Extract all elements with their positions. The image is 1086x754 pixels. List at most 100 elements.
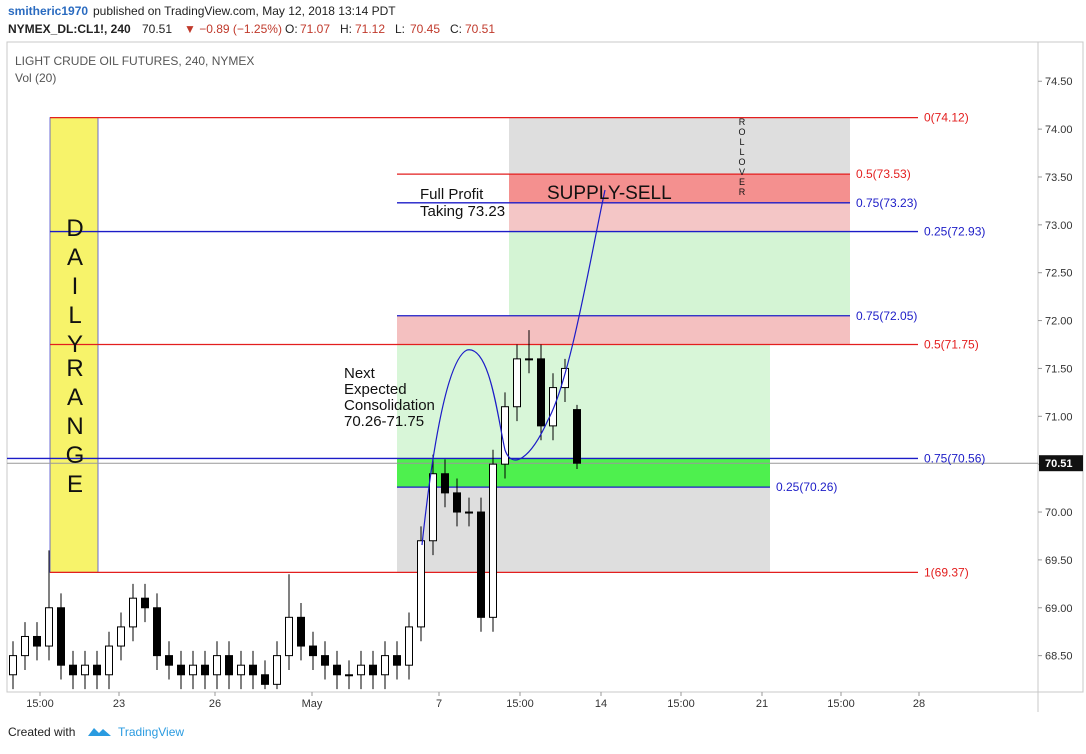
level-label: 0(74.12) [924, 111, 969, 125]
candle-body [405, 626, 413, 666]
symbol: NYMEX_DL:CL1!, 240 [8, 22, 131, 36]
y-tick-label: 71.00 [1045, 411, 1073, 423]
candle-body [213, 655, 221, 676]
projection-curve [421, 189, 606, 546]
candle-body [57, 607, 65, 666]
level-label: 0.5(71.75) [924, 338, 979, 352]
level-label: 0.75(70.56) [924, 451, 985, 465]
candle-body [105, 645, 113, 676]
candle-body [177, 664, 185, 676]
candle-body [357, 664, 365, 676]
candle-body [45, 607, 53, 647]
last-price-tag [1039, 455, 1083, 472]
ohlc-label: O: [285, 22, 298, 36]
y-tick-label: 73.50 [1045, 172, 1073, 184]
zone [509, 117, 850, 175]
candle-body [165, 655, 173, 666]
candle-body [417, 540, 425, 628]
footer-brand[interactable]: TradingView [118, 725, 184, 739]
zone [509, 202, 850, 232]
y-tick-label: 71.50 [1045, 363, 1073, 375]
candle-body [489, 463, 497, 618]
y-tick-label: 74.00 [1045, 124, 1073, 136]
levels: 0(74.12) 0.5(73.53) 0.75(73.23) 0.25(72.93)… [7, 111, 1038, 579]
candle-body [525, 358, 533, 361]
candle-body [273, 655, 281, 685]
candle-body [141, 597, 149, 609]
zone [397, 344, 770, 459]
candle-body [117, 626, 125, 647]
candle-body [381, 655, 389, 676]
y-tick-label: 72.50 [1045, 268, 1073, 280]
candle-body [225, 655, 233, 676]
ohlc-value: 71.07 [300, 22, 330, 36]
level-label: 0.25(70.26) [776, 480, 837, 494]
level-label: 0.25(72.93) [924, 225, 985, 239]
candles [9, 330, 581, 690]
y-tick-label: 69.00 [1045, 603, 1073, 615]
candle-body [69, 664, 77, 676]
axes: 68.5069.0069.5070.0070.5071.0071.5072.00… [26, 76, 1083, 710]
candle-body [549, 387, 557, 427]
price: 70.51 [142, 22, 172, 36]
x-tick-label: 15:00 [827, 698, 855, 710]
candle-body [285, 616, 293, 657]
candle-body [33, 635, 41, 647]
candle-body [201, 664, 209, 676]
zone [397, 487, 770, 573]
annotation: Next [344, 365, 376, 382]
ohlc-value: 70.45 [410, 22, 440, 36]
x-tick-label: 26 [209, 698, 221, 710]
annotation: Expected [344, 381, 407, 398]
zone [509, 174, 850, 203]
y-tick-label: 68.50 [1045, 651, 1073, 663]
y-tick-label: 74.50 [1045, 76, 1073, 88]
y-tick-label: 73.00 [1045, 220, 1073, 232]
x-tick-label: May [302, 698, 323, 710]
annotation: ROLLOVER [737, 117, 747, 197]
candle-body [429, 473, 437, 542]
candle-body [345, 674, 353, 677]
ohlc-value: 70.51 [465, 22, 495, 36]
candle-body [393, 655, 401, 666]
candle-body [129, 597, 137, 628]
level-label: 0.75(72.05) [856, 309, 917, 323]
x-tick-label: 21 [756, 698, 768, 710]
candle-body [573, 409, 581, 464]
candle-body [369, 664, 377, 676]
candle-body [189, 664, 197, 676]
published: published on TradingView.com, May 12, 20… [93, 4, 396, 18]
candle-body [309, 645, 317, 657]
x-tick-label: 23 [113, 698, 125, 710]
candle-body [21, 635, 29, 657]
chart-subtitle: Vol (20) [15, 71, 56, 85]
zones [49, 117, 850, 573]
candle-body [477, 511, 485, 618]
ohlc-label: C: [450, 22, 462, 36]
x-tick-label: 7 [436, 698, 442, 710]
y-tick-label: 70.00 [1045, 507, 1073, 519]
x-tick-label: 15:00 [26, 698, 54, 710]
candle-body [81, 664, 89, 676]
brand-logo[interactable] [88, 728, 111, 736]
annotation: RANGE [62, 355, 89, 500]
zone [397, 315, 850, 345]
chart-title: LIGHT CRUDE OIL FUTURES, 240, NYMEX [15, 54, 254, 68]
last-price-label: 70.51 [1045, 458, 1073, 470]
x-tick-label: 15:00 [506, 698, 534, 710]
y-tick-label: 69.50 [1045, 555, 1073, 567]
candle-body [465, 511, 473, 514]
candle-body [321, 655, 329, 666]
annotation: DAILY [62, 215, 89, 360]
candle-body [261, 674, 269, 685]
candle-body [297, 616, 305, 647]
candle-body [9, 655, 17, 676]
x-tick-label: 15:00 [667, 698, 695, 710]
candle-body [333, 664, 341, 676]
ohlc-value: 71.12 [355, 22, 385, 36]
zone [509, 231, 850, 316]
annotation: Consolidation [344, 397, 435, 414]
level-label: 1(69.37) [924, 565, 969, 579]
author[interactable]: smitheric1970 [8, 4, 88, 18]
